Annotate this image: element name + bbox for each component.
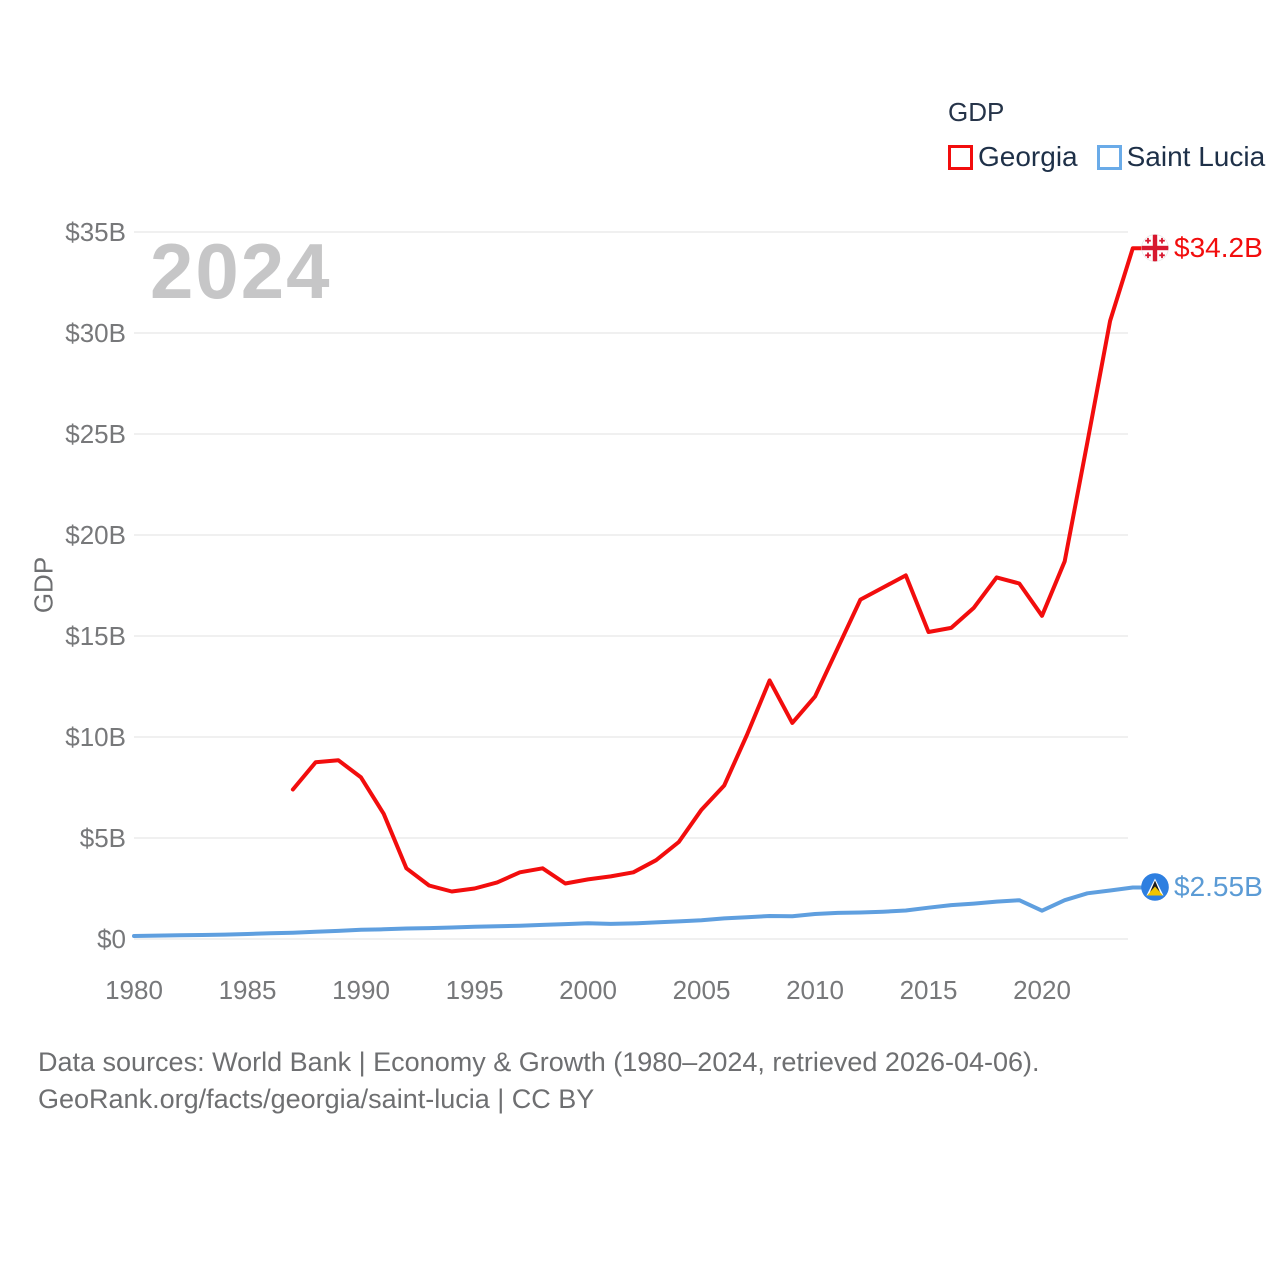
x-tick-label: 2015 bbox=[900, 975, 958, 1005]
series-lines bbox=[132, 246, 1143, 938]
footer: Data sources: World Bank | Economy & Gro… bbox=[38, 1044, 1040, 1118]
x-tick-label: 1990 bbox=[332, 975, 390, 1005]
y-tick-label: $5B bbox=[80, 823, 126, 853]
series-line-georgia[interactable] bbox=[290, 246, 1143, 894]
saint-lucia-end-value-label: $2.55B bbox=[1174, 871, 1263, 903]
legend-item-georgia[interactable]: Georgia bbox=[948, 141, 1078, 173]
footer-attribution-line: GeoRank.org/facts/georgia/saint-lucia | … bbox=[38, 1084, 595, 1114]
y-tick-label: $0 bbox=[97, 924, 126, 954]
georgia-legend-swatch bbox=[948, 144, 973, 170]
footer-sources-line: Data sources: World Bank | Economy & Gro… bbox=[38, 1047, 1040, 1077]
x-tick-labels: 1980 1985 1990 1995 2000 2005 2010 2015 2020 bbox=[105, 975, 1071, 1005]
y-axis-title: GDP bbox=[28, 556, 59, 614]
y-tick-label: $20B bbox=[65, 520, 126, 550]
saint-lucia-flag-icon bbox=[1141, 873, 1169, 902]
y-tick-label: $15B bbox=[65, 621, 126, 651]
gridlines bbox=[134, 231, 1128, 940]
legend-item-saint-lucia[interactable]: Saint Lucia bbox=[1096, 141, 1266, 173]
x-tick-label: 2005 bbox=[673, 975, 731, 1005]
georgia-legend-label: Georgia bbox=[978, 141, 1078, 172]
x-tick-label: 2020 bbox=[1013, 975, 1071, 1005]
watermark-year: 2024 bbox=[150, 227, 332, 315]
saint-lucia-legend-label: Saint Lucia bbox=[1126, 141, 1266, 172]
series-line-saint-lucia[interactable] bbox=[132, 885, 1143, 938]
y-tick-label: $10B bbox=[65, 722, 126, 752]
x-tick-label: 2010 bbox=[786, 975, 844, 1005]
georgia-flag-icon bbox=[1141, 234, 1169, 262]
x-tick-label: 1995 bbox=[446, 975, 504, 1005]
georgia-end-value-label: $34.2B bbox=[1174, 232, 1263, 264]
legend: GDP Georgia Saint Lucia bbox=[948, 97, 1265, 173]
legend-title: GDP bbox=[948, 97, 1005, 127]
x-tick-label: 1980 bbox=[105, 975, 163, 1005]
x-tick-label: 1985 bbox=[219, 975, 277, 1005]
y-tick-label: $25B bbox=[65, 419, 126, 449]
y-tick-label: $30B bbox=[65, 318, 126, 348]
x-tick-label: 2000 bbox=[559, 975, 617, 1005]
y-tick-labels: $0 $5B $10B $15B $20B $25B $30B $35B bbox=[65, 217, 126, 954]
legend-row: Georgia Saint Lucia bbox=[948, 141, 1265, 173]
saint-lucia-legend-swatch bbox=[1096, 144, 1122, 170]
y-tick-label: $35B bbox=[65, 217, 126, 247]
